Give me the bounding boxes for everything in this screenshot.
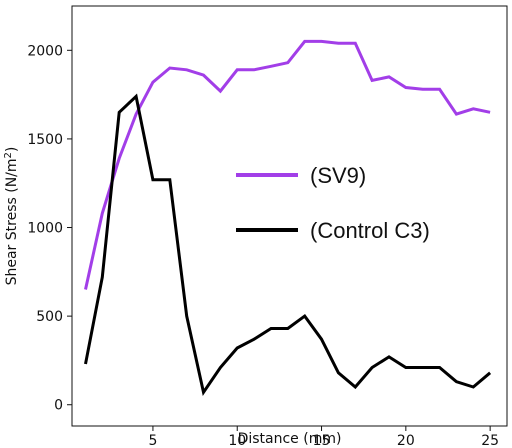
x-axis-ticks: 5 10 15 20 25 — [148, 426, 499, 448]
y-axis-title-superscript: 2 — [3, 152, 14, 158]
y-axis-title-main: Shear Stress (N/m — [4, 158, 20, 285]
x-tick-label: 25 — [481, 433, 499, 448]
y-axis-title-end: ) — [4, 147, 20, 152]
y-tick-label: 2000 — [27, 43, 63, 59]
plot-frame — [71, 5, 508, 427]
x-tick-label: 20 — [397, 433, 415, 448]
y-tick-label: 1500 — [27, 132, 63, 148]
x-tick-label: 15 — [313, 433, 331, 448]
y-tick-label: 500 — [36, 309, 63, 325]
y-axis-ticks: 0 500 1000 1500 2000 — [27, 43, 72, 414]
legend: (SV9) (Control C3) — [236, 163, 430, 243]
y-tick-label: 1000 — [27, 221, 63, 237]
x-tick-label: 10 — [228, 433, 246, 448]
x-tick-label: 5 — [148, 433, 157, 448]
x-axis-title: Distance (mm) — [238, 431, 342, 447]
series-line-sv9 — [84, 39, 491, 290]
y-tick-label: 0 — [54, 398, 63, 414]
series-line-control-c3 — [84, 93, 492, 397]
y-axis-title: Shear Stress (N/m2) — [3, 147, 20, 286]
legend-label: (SV9) — [310, 163, 366, 188]
legend-label: (Control C3) — [310, 218, 430, 243]
series-lines — [84, 39, 492, 397]
